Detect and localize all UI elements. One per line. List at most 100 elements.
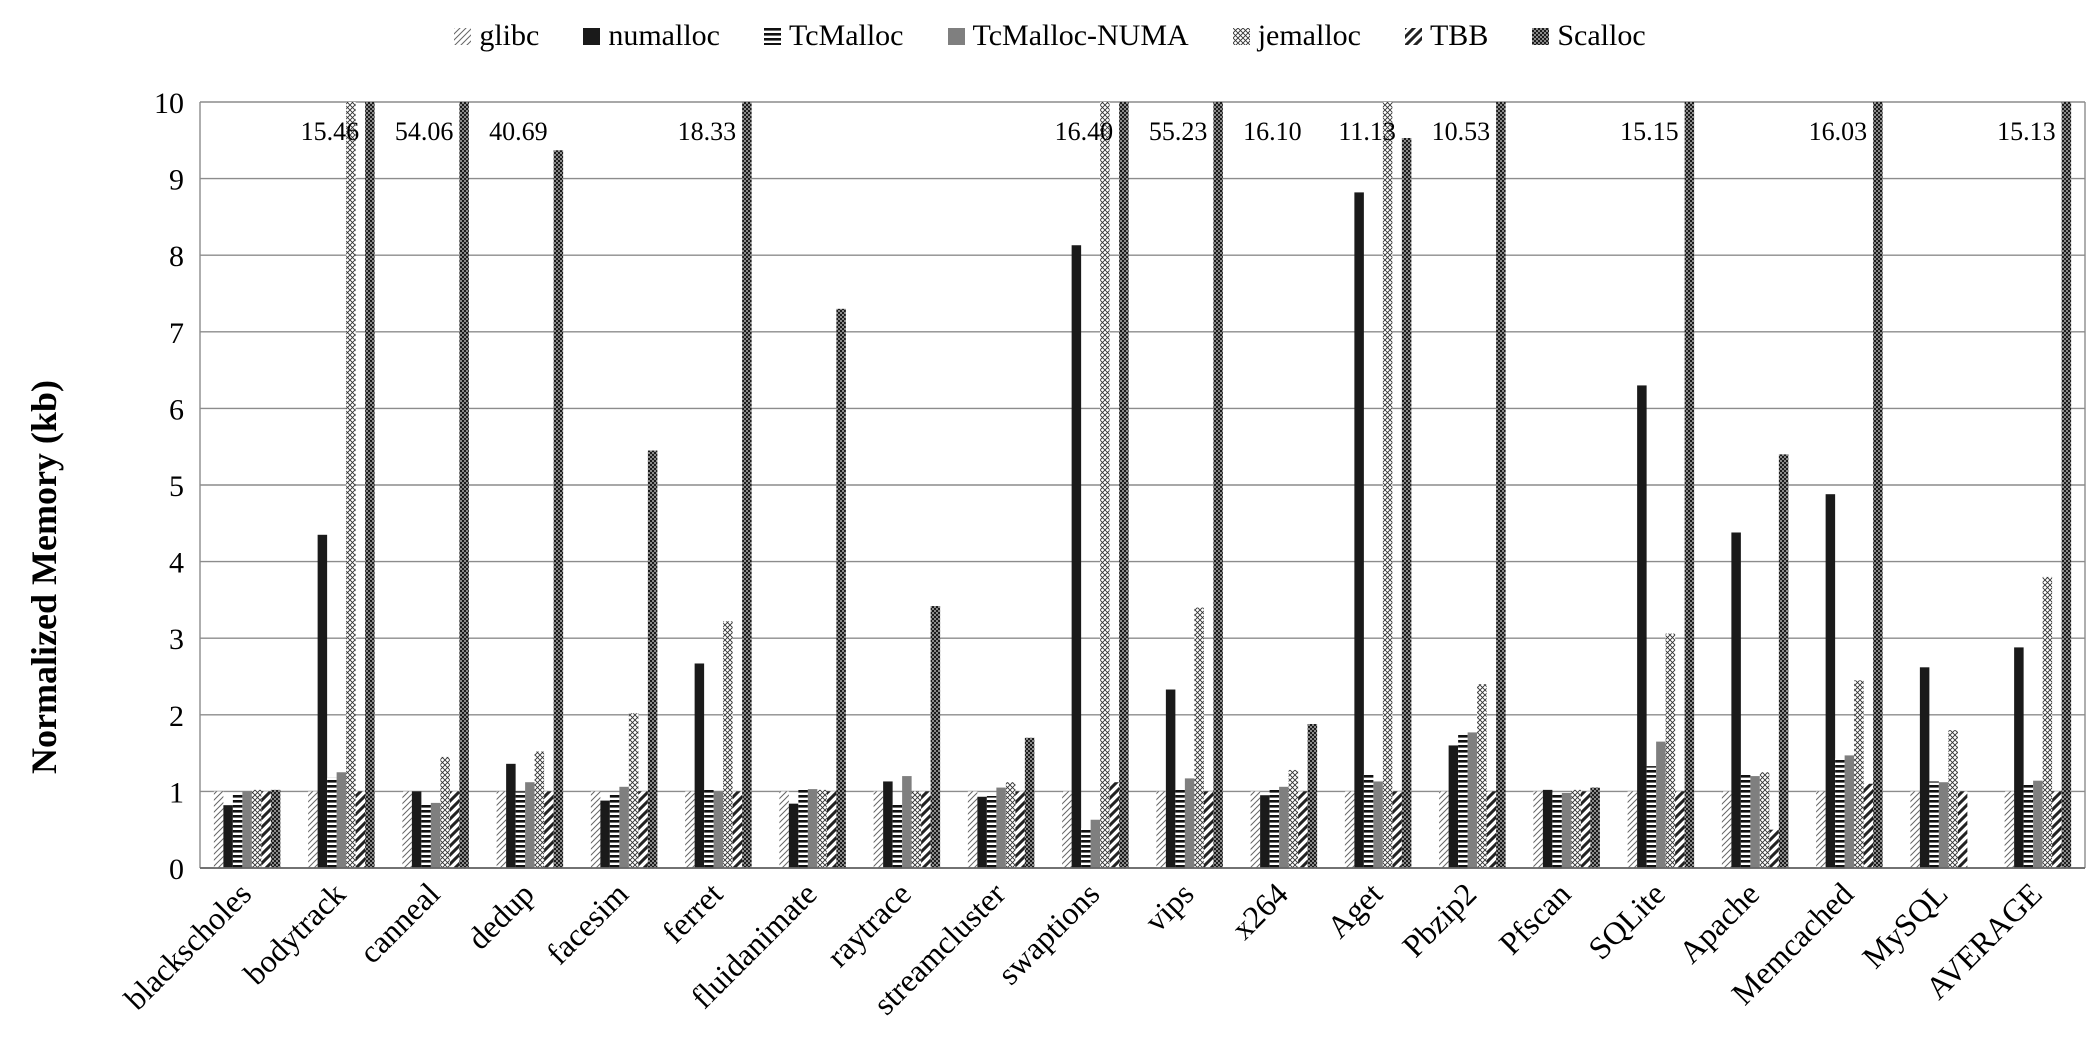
bar-numalloc — [1448, 745, 1459, 868]
x-tick-label: Aget — [1320, 875, 1390, 945]
x-tick-label: ferret — [655, 875, 730, 950]
overflow-value-label: 15.15 — [1620, 117, 1679, 146]
bar-numalloc — [977, 796, 987, 868]
bar-tcmalloc — [986, 795, 997, 868]
bar-numalloc — [788, 803, 799, 868]
legend-swatch — [1232, 27, 1250, 45]
bar-glibc — [1156, 791, 1166, 868]
bar-tcmalloc — [1552, 792, 1562, 868]
bar-jemalloc — [1194, 607, 1204, 868]
bar-tbb — [1769, 829, 1779, 868]
bar-numalloc — [1919, 667, 1930, 868]
bar-tcmalloc-numa — [1750, 776, 1760, 868]
bar-jemalloc — [440, 756, 450, 868]
bar-tbb — [732, 791, 743, 868]
overflow-value-label: 15.13 — [1997, 117, 2056, 146]
bar-scalloc — [459, 102, 469, 868]
bar-tcmalloc — [327, 777, 337, 868]
y-tick-label: 1 — [169, 776, 184, 809]
bar-jemalloc — [1948, 730, 1958, 868]
overflow-value-label: 55.23 — [1149, 117, 1208, 146]
bar-group-average — [2004, 102, 2072, 868]
bar-group-aget — [1344, 102, 1412, 868]
legend-label: glibc — [479, 19, 540, 52]
bar-numalloc — [1731, 532, 1741, 868]
legend-label: Scalloc — [1557, 19, 1646, 52]
bar-tcmalloc-numa — [336, 772, 347, 868]
bar-tcmalloc-numa — [525, 782, 535, 868]
bar-tbb — [1863, 783, 1874, 868]
y-tick-label: 6 — [169, 393, 184, 426]
bar-group-pbzip2 — [1439, 102, 1506, 868]
legend-item-tcmalloc: TcMalloc — [763, 19, 904, 53]
bar-glibc — [779, 791, 789, 868]
bar-tcmalloc-numa — [242, 791, 252, 868]
bar-tcmalloc — [1458, 733, 1468, 868]
bar-scalloc — [1119, 102, 1129, 868]
bar-tcmalloc-numa — [1279, 786, 1289, 868]
bar-tcmalloc-numa — [619, 786, 629, 868]
legend-item-glibc: glibc — [454, 19, 539, 53]
bar-jemalloc — [1477, 684, 1487, 868]
bar-group-vips — [1156, 102, 1223, 868]
bar-jemalloc — [1288, 769, 1299, 868]
overflow-value-label: 16.40 — [1055, 117, 1114, 146]
bars-layer — [213, 102, 2072, 868]
bar-glibc — [213, 791, 224, 868]
bar-tcmalloc — [515, 791, 526, 868]
bar-tbb — [449, 791, 460, 868]
legend-label: numalloc — [608, 19, 720, 52]
bar-scalloc — [1307, 723, 1318, 868]
bar-glibc — [873, 791, 884, 868]
bar-scalloc — [836, 308, 846, 868]
bar-glibc — [308, 791, 318, 868]
legend-swatch — [1532, 27, 1550, 45]
bar-jemalloc — [2042, 576, 2053, 868]
bar-scalloc — [1873, 102, 1883, 868]
overflow-value-label: 10.53 — [1432, 117, 1491, 146]
bar-numalloc — [223, 805, 233, 868]
bar-numalloc — [1354, 192, 1364, 868]
bar-jemalloc — [1100, 102, 1110, 868]
x-tick-label: Pfscan — [1492, 875, 1578, 961]
bar-jemalloc — [346, 102, 356, 868]
bar-scalloc — [1024, 737, 1035, 868]
bar-scalloc — [1213, 102, 1223, 868]
bar-group-streamcluster — [967, 737, 1035, 868]
bar-tbb — [1580, 791, 1591, 868]
bar-glibc — [402, 791, 412, 868]
bar-glibc — [2004, 791, 2015, 868]
x-tick-label: swaptions — [990, 875, 1106, 991]
bar-group-pfscan — [1533, 787, 1600, 868]
legend-label: TcMalloc — [788, 19, 904, 52]
overflow-value-label: 40.69 — [489, 117, 548, 146]
bar-jemalloc — [817, 789, 827, 868]
legend-label: TcMalloc-NUMA — [972, 19, 1189, 52]
overflow-value-label: 11.13 — [1338, 117, 1396, 146]
bar-tcmalloc-numa — [902, 776, 912, 868]
y-tick-label: 3 — [169, 623, 184, 656]
bar-tcmalloc-numa — [807, 789, 818, 868]
bar-tbb — [1109, 782, 1120, 868]
bar-glibc — [685, 791, 695, 868]
bar-glibc — [1910, 791, 1920, 868]
bar-group-facesim — [590, 450, 658, 868]
overflow-value-label: 16.03 — [1809, 117, 1868, 146]
bar-glibc — [1816, 791, 1826, 868]
bar-numalloc — [411, 791, 422, 868]
y-tick-label: 2 — [169, 700, 184, 733]
bar-tbb — [1957, 791, 1968, 868]
bar-tcmalloc-numa — [1938, 782, 1949, 868]
bar-tbb — [1392, 791, 1402, 868]
bar-tcmalloc-numa — [1184, 778, 1195, 868]
bar-glibc — [590, 791, 601, 868]
bar-group-canneal — [402, 102, 469, 868]
x-tick-label: blackscholes — [117, 875, 258, 1016]
bar-scalloc — [270, 789, 281, 868]
bar-group-dedup — [496, 150, 564, 868]
bar-tbb — [1675, 791, 1685, 868]
bar-tcmalloc — [2023, 784, 2034, 868]
x-tick-label: Apache — [1672, 875, 1767, 970]
bar-tcmalloc — [704, 789, 714, 868]
y-tick-label: 9 — [169, 164, 184, 197]
